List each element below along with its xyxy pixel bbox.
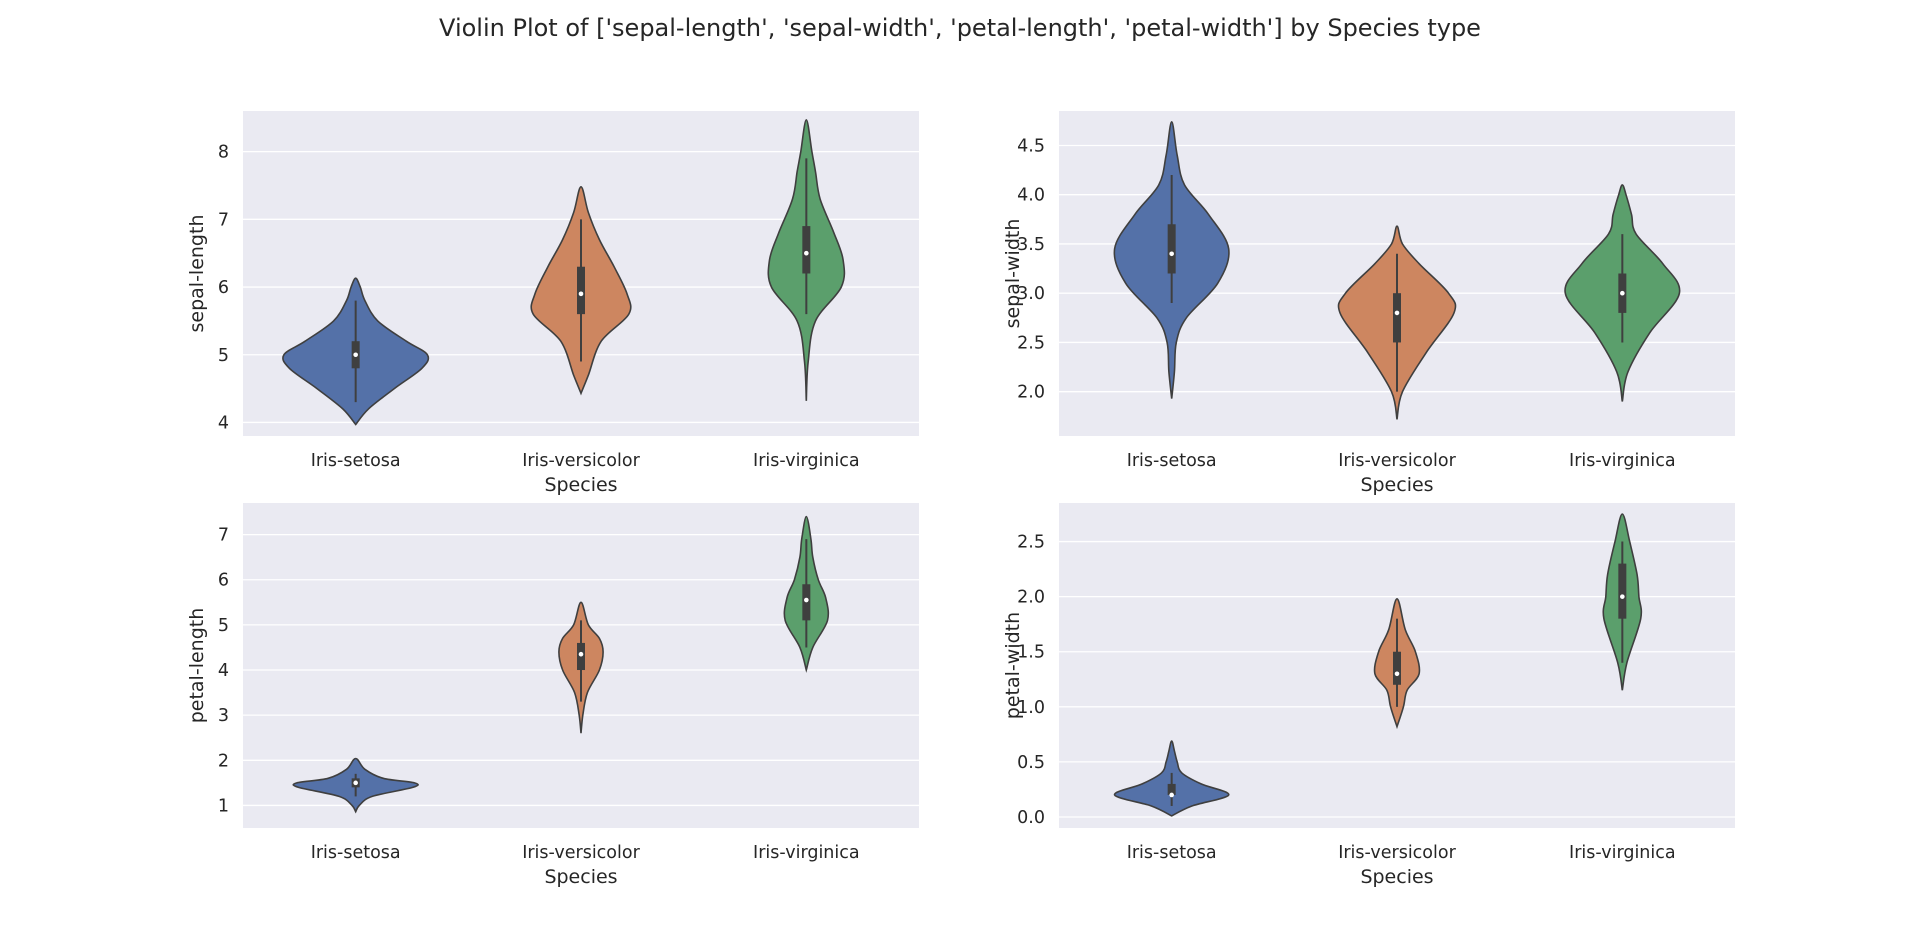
figure-title: Violin Plot of ['sepal-length', 'sepal-w… [439, 14, 1481, 42]
y-tick-label: 5 [218, 616, 229, 636]
violin-median [578, 291, 584, 297]
y-tick-label: 4.5 [1017, 136, 1045, 156]
violin-iris-virginica [1564, 184, 1681, 402]
y-tick-label: 1.5 [1017, 643, 1045, 663]
x-tick-label: Iris-versicolor [522, 451, 640, 471]
subplot-3: 1 2 3 4 5 6 7 Iris-setosa Iris-versicolor Iris-vi… [186, 503, 919, 888]
y-tick-label: 4.0 [1017, 186, 1045, 206]
violin-iqr-box [1618, 563, 1627, 619]
y-tick-label: 0.5 [1017, 753, 1045, 773]
violin-iris-setosa [282, 277, 430, 426]
violin-iris-virginica [783, 515, 830, 673]
y-axis-label: petal-length [186, 608, 208, 724]
violin-median [804, 250, 809, 256]
y-tick-label: 4 [218, 661, 229, 681]
x-axis-label: Species [1360, 474, 1433, 496]
y-tick-label: 2.0 [1017, 588, 1045, 608]
x-tick-label: Iris-virginica [753, 451, 860, 471]
violin-iris-setosa [1113, 120, 1230, 399]
x-axis-label: Species [544, 474, 617, 496]
y-axis-label: sepal-width [1002, 219, 1024, 329]
y-tick-label: 3.5 [1017, 235, 1045, 255]
y-axis-label: petal-width [1002, 612, 1024, 719]
violin-iqr-box [1393, 293, 1401, 343]
y-tick-label: 2.5 [1017, 533, 1045, 553]
violin-iris-virginica [767, 118, 846, 401]
violin-iqr-box [577, 266, 585, 315]
violin-median [353, 780, 358, 786]
y-axis-label: sepal-length [186, 215, 208, 333]
y-tick-label: 4 [218, 413, 229, 433]
violin-median [1620, 290, 1625, 296]
violin-iris-versicolor [1337, 225, 1457, 420]
violin-median [578, 651, 584, 657]
x-tick-label: Iris-versicolor [522, 843, 640, 863]
x-axis-label: Species [544, 866, 617, 888]
subplot-4: 0.0 0.5 1.0 1.5 2.0 2.5 Iris-setosa Iris-versic… [1002, 503, 1735, 888]
y-tick-label: 3 [218, 706, 229, 726]
violin-median [353, 352, 358, 358]
y-tick-label: 2 [218, 751, 229, 771]
y-tick-label: 0.0 [1017, 808, 1045, 828]
x-tick-label: Iris-virginica [1569, 843, 1676, 863]
violin-median [1394, 310, 1400, 316]
y-tick-label: 2.0 [1017, 383, 1045, 403]
violin-iris-setosa [292, 757, 419, 814]
violin-iris-versicolor [1373, 597, 1421, 730]
y-tick-label: 3.0 [1017, 284, 1045, 304]
x-tick-label: Iris-setosa [1127, 843, 1217, 863]
violin-iqr-box [1167, 783, 1176, 795]
x-tick-label: Iris-setosa [311, 451, 401, 471]
subplot-grid: 4 5 6 7 8 Iris-setosa Iris-versicolor Iris-virg… [186, 111, 1735, 888]
violin-iqr-box [802, 226, 811, 274]
subplot-2: 2.0 2.5 3.0 3.5 4.0 4.5 Iris-setosa Iris-versic… [1002, 111, 1735, 496]
x-tick-label: Iris-versicolor [1338, 843, 1456, 863]
violin-iris-virginica [1602, 513, 1643, 691]
y-tick-label: 7 [218, 210, 229, 230]
violin-iris-versicolor [558, 601, 604, 734]
violin-median [1169, 251, 1174, 257]
y-tick-label: 8 [218, 143, 229, 163]
violin-median [1620, 594, 1625, 599]
x-tick-label: Iris-setosa [1127, 451, 1217, 471]
y-tick-label: 1 [218, 796, 229, 816]
x-tick-label: Iris-virginica [753, 843, 860, 863]
x-tick-label: Iris-virginica [1569, 451, 1676, 471]
y-tick-label: 6 [218, 278, 229, 298]
violin-iqr-box [1393, 651, 1401, 685]
x-tick-label: Iris-setosa [311, 843, 401, 863]
violin-iris-setosa [1113, 740, 1230, 817]
y-tick-label: 2.5 [1017, 333, 1045, 353]
violin-iris-versicolor [530, 185, 632, 396]
subplot-1: 4 5 6 7 8 Iris-setosa Iris-versicolor Iris-virg… [186, 111, 919, 496]
violin-median [804, 597, 809, 603]
y-tick-label: 5 [218, 346, 229, 366]
x-tick-label: Iris-versicolor [1338, 451, 1456, 471]
y-tick-label: 1.0 [1017, 698, 1045, 718]
x-axis-label: Species [1360, 866, 1433, 888]
y-tick-label: 7 [218, 526, 229, 546]
y-tick-label: 6 [218, 571, 229, 591]
violin-iqr-box [1167, 224, 1176, 274]
violin-median [1394, 671, 1400, 677]
violin-median [1169, 792, 1174, 798]
